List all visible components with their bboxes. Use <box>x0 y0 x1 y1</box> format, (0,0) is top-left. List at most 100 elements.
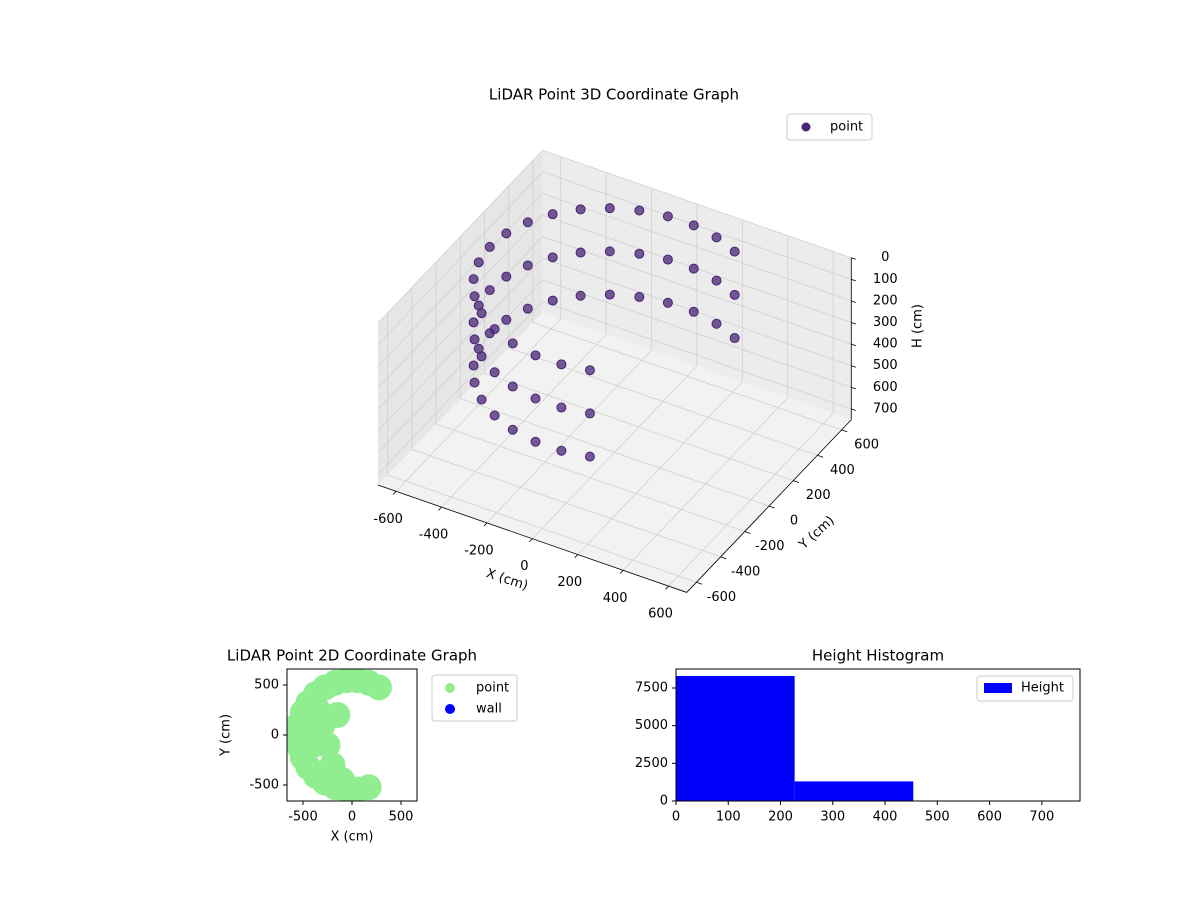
point <box>508 339 517 348</box>
point <box>689 264 698 273</box>
point <box>474 258 483 267</box>
x-tick-label: -500 <box>288 810 318 825</box>
point <box>663 298 672 307</box>
point <box>689 221 698 230</box>
x-tick-label: 600 <box>977 810 1002 825</box>
chart-title: LiDAR Point 2D Coordinate Graph <box>227 647 477 665</box>
y-tick-label: -200 <box>755 539 785 554</box>
bar <box>676 676 795 801</box>
x-tick-label: 0 <box>520 559 528 574</box>
bar <box>795 781 914 801</box>
point <box>605 290 614 299</box>
y-tick-label: 200 <box>806 488 831 503</box>
legend-label: Height <box>1021 681 1064 696</box>
point <box>531 351 540 360</box>
point <box>712 233 721 242</box>
point <box>730 334 739 343</box>
z-tick-label: 600 <box>873 380 898 395</box>
x-tick-label: 100 <box>716 810 741 825</box>
point <box>469 275 478 284</box>
y-axis-label: Y (cm) <box>219 714 234 757</box>
x-tick-label: -200 <box>464 543 494 558</box>
legend-label: point <box>830 120 863 135</box>
point <box>548 210 557 219</box>
point <box>469 361 478 370</box>
z-axis-label: H (cm) <box>911 304 926 348</box>
z-tick-label: 700 <box>873 401 898 416</box>
legend-label: point <box>476 681 509 696</box>
point <box>730 247 739 256</box>
x-tick-label: 200 <box>768 810 793 825</box>
point <box>605 247 614 256</box>
point <box>548 296 557 305</box>
point <box>712 276 721 285</box>
y-tick-label: 5000 <box>635 718 668 733</box>
point <box>585 366 594 375</box>
legend-label: wall <box>476 702 502 717</box>
point <box>485 329 494 338</box>
y-tick-label: 2500 <box>635 756 668 771</box>
legend-marker <box>802 123 811 132</box>
point <box>356 774 382 800</box>
point <box>576 205 585 214</box>
point <box>635 249 644 258</box>
point <box>474 344 483 353</box>
point <box>474 301 483 310</box>
point <box>508 425 517 434</box>
point <box>470 335 479 344</box>
point <box>548 253 557 262</box>
x-tick-label: 200 <box>557 575 582 590</box>
point <box>712 319 721 328</box>
y-tick-label: -400 <box>731 564 761 579</box>
point <box>663 255 672 264</box>
point <box>531 394 540 403</box>
point <box>470 292 479 301</box>
point <box>295 722 321 748</box>
y-tick-label: 0 <box>790 514 798 529</box>
y-tick-label: -600 <box>707 590 737 605</box>
point <box>502 229 511 238</box>
point <box>585 409 594 418</box>
z-tick-label: 500 <box>873 358 898 373</box>
z-tick-label: 300 <box>873 315 898 330</box>
x-tick-label: -600 <box>373 512 403 527</box>
y-tick-label: 500 <box>254 678 279 693</box>
point <box>469 318 478 327</box>
legend-marker <box>445 683 455 693</box>
point <box>557 403 566 412</box>
point <box>531 437 540 446</box>
point <box>557 446 566 455</box>
point <box>477 395 486 404</box>
y-tick-label: 600 <box>854 437 879 452</box>
z-tick-label: 100 <box>873 272 898 287</box>
point <box>470 378 479 387</box>
point <box>557 360 566 369</box>
point <box>576 291 585 300</box>
point <box>730 290 739 299</box>
y-tick-label: 400 <box>830 463 855 478</box>
x-axis-label: X (cm) <box>331 830 374 845</box>
x-tick-label: -400 <box>419 528 449 543</box>
point <box>502 315 511 324</box>
point <box>329 767 355 793</box>
point <box>485 242 494 251</box>
y-tick-label: -500 <box>249 778 279 793</box>
point <box>523 304 532 313</box>
point <box>689 307 698 316</box>
legend-marker <box>445 704 455 714</box>
x-tick-label: 600 <box>648 607 673 622</box>
point <box>485 286 494 295</box>
point <box>502 272 511 281</box>
point <box>605 204 614 213</box>
point <box>490 411 499 420</box>
point <box>663 212 672 221</box>
chart-title: LiDAR Point 3D Coordinate Graph <box>489 86 739 104</box>
x-tick-label: 300 <box>820 810 845 825</box>
point <box>635 292 644 301</box>
x-tick-label: 700 <box>1029 810 1054 825</box>
x-tick-label: 400 <box>873 810 898 825</box>
y-tick-label: 0 <box>271 728 279 743</box>
point <box>490 368 499 377</box>
x-tick-label: 0 <box>672 810 680 825</box>
